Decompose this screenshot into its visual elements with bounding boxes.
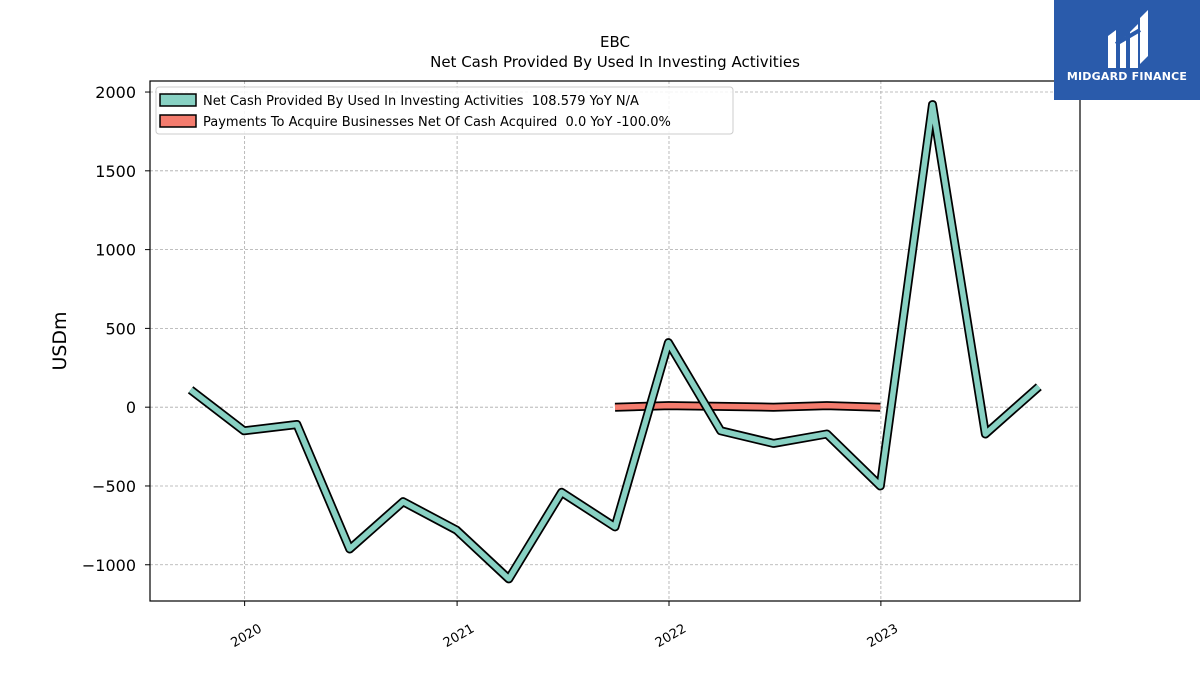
legend-label-investing: Net Cash Provided By Used In Investing A…	[203, 94, 639, 109]
y-axis-label: USDm	[49, 311, 71, 370]
legend-label-acquisitions: Payments To Acquire Businesses Net Of Ca…	[203, 115, 671, 130]
series-line-outline	[187, 100, 1042, 584]
y-tick-label: −1000	[82, 556, 136, 575]
plot-frame	[149, 80, 1081, 602]
midgard-logo-icon	[1108, 10, 1148, 68]
series-line	[614, 402, 881, 410]
chart-subtitle: Net Cash Provided By Used In Investing A…	[430, 53, 800, 71]
y-tick-label: 1000	[95, 241, 136, 260]
y-tick-label: 2000	[95, 83, 136, 102]
chart-title: EBC	[600, 33, 630, 51]
x-tick-label: 2022	[653, 621, 689, 651]
legend[interactable]: Net Cash Provided By Used In Investing A…	[155, 86, 734, 135]
y-tick-label: −500	[92, 477, 136, 496]
legend-box	[155, 86, 734, 135]
y-tick-label: 0	[126, 398, 136, 417]
x-tick-label: 2021	[441, 621, 477, 651]
x-tick-label: 2020	[228, 621, 264, 651]
y-tick-label: 1500	[95, 162, 136, 181]
legend-swatch-acquisitions	[159, 114, 197, 128]
series-line	[188, 101, 1041, 582]
x-tick-label: 2023	[865, 621, 901, 651]
brand-logo-text: MIDGARD FINANCE	[1066, 70, 1188, 83]
brand-logo: MIDGARD FINANCE	[1054, 0, 1200, 100]
series-0	[187, 100, 1042, 584]
y-tick-label: 500	[105, 319, 136, 338]
legend-swatch-investing	[159, 93, 197, 107]
series-layer	[187, 100, 1042, 584]
series-1	[614, 401, 881, 412]
